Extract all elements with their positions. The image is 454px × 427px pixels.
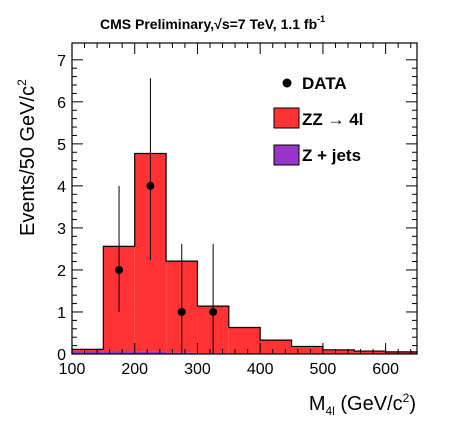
y-tick-label: 2 xyxy=(57,263,66,280)
zjets-bar-150 xyxy=(103,351,135,354)
legend-zz-arrow: → xyxy=(328,110,345,129)
chart-title-prefix: CMS Preliminary, xyxy=(100,16,214,32)
legend-zz-post: 4l xyxy=(345,110,364,129)
x-axis-label-unit-sup: 2 xyxy=(403,391,410,405)
zz-bar-400 xyxy=(260,340,292,354)
legend-zz-swatch xyxy=(273,107,300,129)
legend-zjets-swatch xyxy=(273,144,300,166)
x-tick-label: 100 xyxy=(59,361,86,378)
y-tick-label: 7 xyxy=(57,53,66,70)
zjets-bar-200 xyxy=(134,351,167,354)
x-tick-label: 200 xyxy=(121,361,148,378)
x-tick-label: 600 xyxy=(372,361,399,378)
y-tick-label: 1 xyxy=(57,305,66,322)
plot-border xyxy=(71,42,418,355)
legend-zjets-label: Z + jets xyxy=(302,146,361,165)
zz-bar-600 xyxy=(385,351,417,354)
x-tick-label: 400 xyxy=(247,361,274,378)
data-point-275 xyxy=(177,307,186,316)
legend-zz-pre: ZZ xyxy=(302,110,328,129)
y-tick-label: 6 xyxy=(57,95,66,112)
data-point-325 xyxy=(209,307,218,316)
data-point-225 xyxy=(146,181,155,190)
y-axis-label-sup: 2 xyxy=(15,79,29,86)
zz-bar-500 xyxy=(322,349,355,354)
y-tick-label: 0 xyxy=(57,347,66,364)
legend-data-label: DATA xyxy=(302,74,347,93)
tick-labels: 0 1 2 3 4 5 6 7 100 200 300 400 500 600 xyxy=(57,53,399,378)
chart-title-energy: s=7 TeV, 1.1 fb xyxy=(222,16,317,32)
legend-zz-label: ZZ → 4l xyxy=(302,110,363,129)
x-axis-label-main: M xyxy=(309,393,326,415)
chart-title-sqrt: √ xyxy=(214,16,222,32)
histogram-bars xyxy=(71,152,418,354)
x-axis-label-close: ) xyxy=(409,393,416,415)
data-points xyxy=(115,78,218,354)
legend-data-marker xyxy=(282,78,292,88)
y-axis-label: Events/50 GeV/c2 xyxy=(15,79,39,236)
zz-bar-550 xyxy=(354,351,386,354)
x-axis-label: M4l (GeV/c2) xyxy=(309,391,416,418)
zz-bar-450 xyxy=(291,346,323,354)
plot-frame xyxy=(71,42,418,355)
chart-title: CMS Preliminary,√s=7 TeV, 1.1 fb-1 xyxy=(100,14,325,32)
histogram-outline xyxy=(71,152,418,354)
y-tick-label: 3 xyxy=(57,221,66,238)
x-tick-label: 300 xyxy=(184,361,211,378)
zjets-bar-100 xyxy=(72,351,104,354)
x-tick-label: 500 xyxy=(310,361,337,378)
zz-bar-350 xyxy=(228,327,261,354)
zz-bar-100 xyxy=(72,349,104,352)
y-tick-label: 5 xyxy=(57,137,66,154)
x-axis-label-unit: (GeV/c xyxy=(335,393,403,415)
x-axis-label-sub: 4l xyxy=(326,404,335,418)
y-axis-label-main: Events/50 GeV/c xyxy=(17,86,39,236)
data-point-175 xyxy=(115,265,124,274)
chart-title-sup: -1 xyxy=(317,14,325,24)
legend: DATA ZZ → 4l Z + jets xyxy=(273,74,363,166)
y-tick-label: 4 xyxy=(57,179,66,196)
